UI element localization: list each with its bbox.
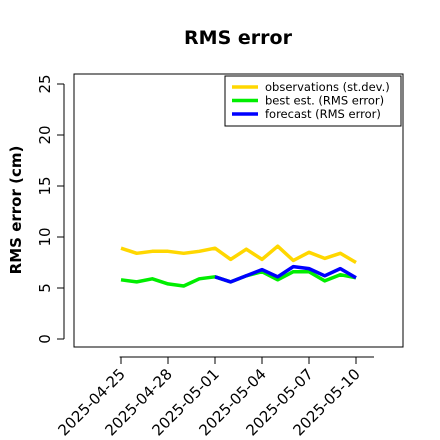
y-axis-label: RMS error (cm): [7, 146, 25, 275]
series-lines: [120, 244, 357, 288]
series-line-observations-st-dev: [120, 244, 357, 265]
y-tick-label-15: 15: [36, 176, 54, 195]
y-tick-label-20: 20: [36, 125, 54, 144]
legend-label-forecast-rms-error: forecast (RMS error): [265, 107, 381, 121]
legend-label-best-est-rms-error: best est. (RMS error): [265, 94, 384, 108]
y-tick-label-5: 5: [36, 283, 54, 293]
legend-box: [224, 75, 402, 127]
legend: observations (st.dev.)best est. (RMS err…: [224, 75, 402, 127]
plot-frame: [73, 73, 404, 348]
y-ticks: 0 5 10 15 20 25: [36, 74, 64, 344]
chart-title: RMS error: [184, 27, 293, 49]
legend-label-observations-st-dev: observations (st.dev.): [265, 80, 390, 94]
x-ticks: 2025-04-252025-04-282025-05-012025-05-04…: [54, 357, 364, 439]
y-tick-label-10: 10: [36, 227, 54, 246]
series-line-forecast-rms-error: [214, 264, 357, 284]
y-tick-label-0: 0: [36, 334, 54, 344]
y-tick-label-25: 25: [36, 74, 54, 93]
